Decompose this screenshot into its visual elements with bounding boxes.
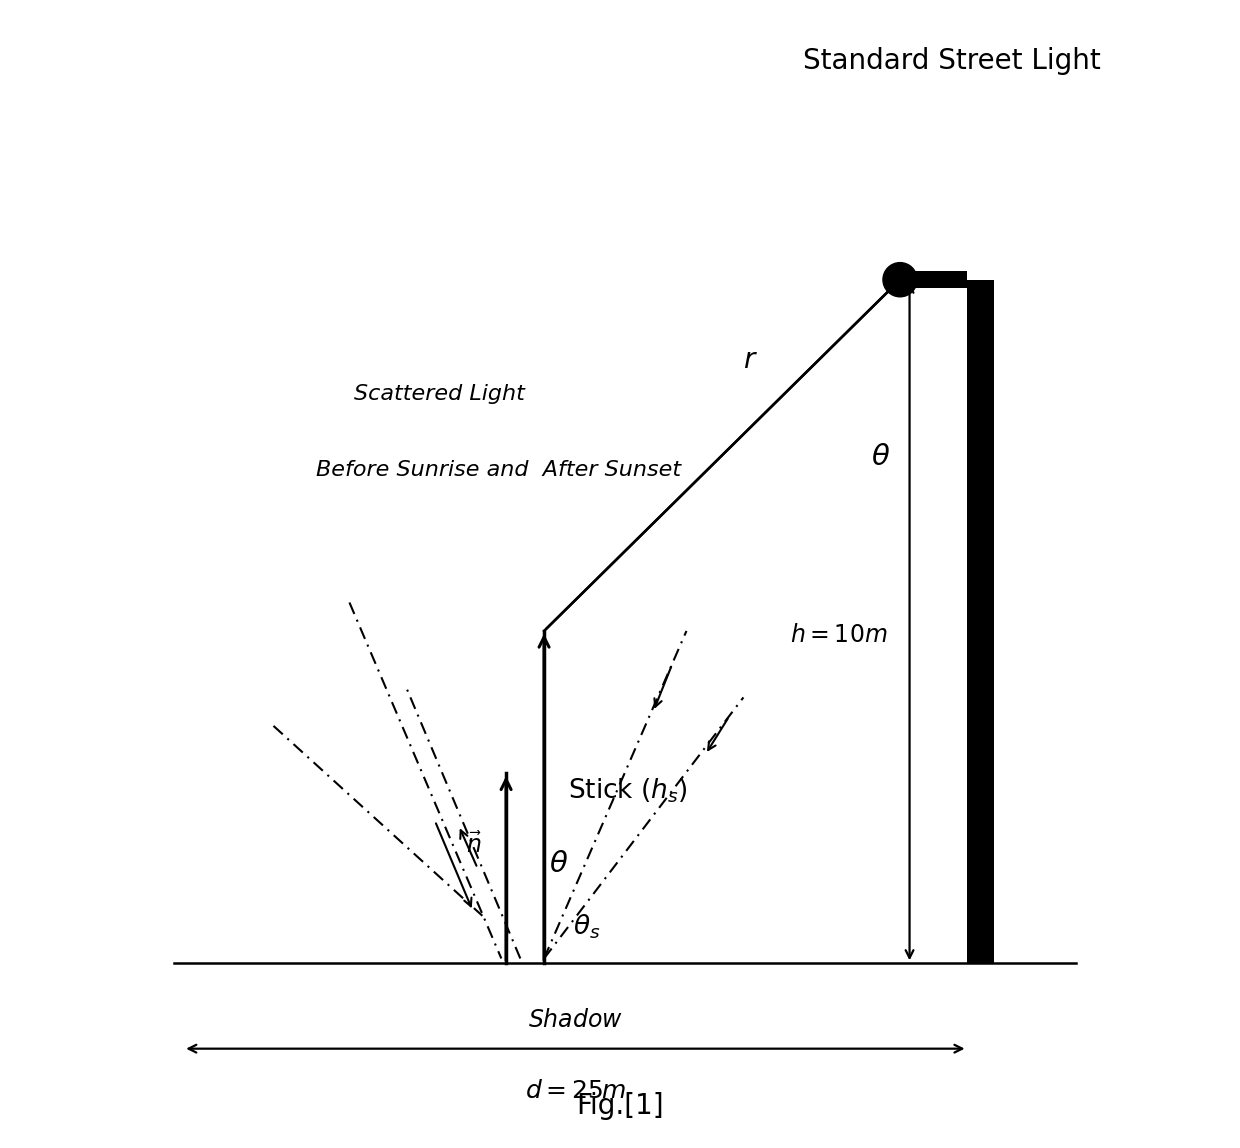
Text: $\vec{n}$: $\vec{n}$: [466, 832, 482, 859]
Text: $h = 10m$: $h = 10m$: [790, 623, 887, 647]
Text: $\theta$: $\theta$: [548, 850, 568, 877]
Bar: [900, 271, 967, 288]
Text: $d = 25m$: $d = 25m$: [525, 1079, 626, 1103]
Text: Standard Street Light: Standard Street Light: [804, 47, 1101, 76]
Text: Scattered Light: Scattered Light: [355, 383, 525, 404]
Text: Stick $(h_s)$: Stick $(h_s)$: [568, 776, 688, 805]
Text: $\theta_s$: $\theta_s$: [573, 913, 600, 941]
Text: $\theta$: $\theta$: [872, 443, 890, 472]
Circle shape: [883, 263, 918, 297]
Text: Fig.[1]: Fig.[1]: [577, 1092, 663, 1119]
Text: $Shadow$: $Shadow$: [528, 1008, 622, 1032]
Text: $r$: $r$: [743, 347, 758, 374]
Text: Before Sunrise and  After Sunset: Before Sunrise and After Sunset: [316, 459, 681, 480]
Bar: [967, 280, 994, 963]
